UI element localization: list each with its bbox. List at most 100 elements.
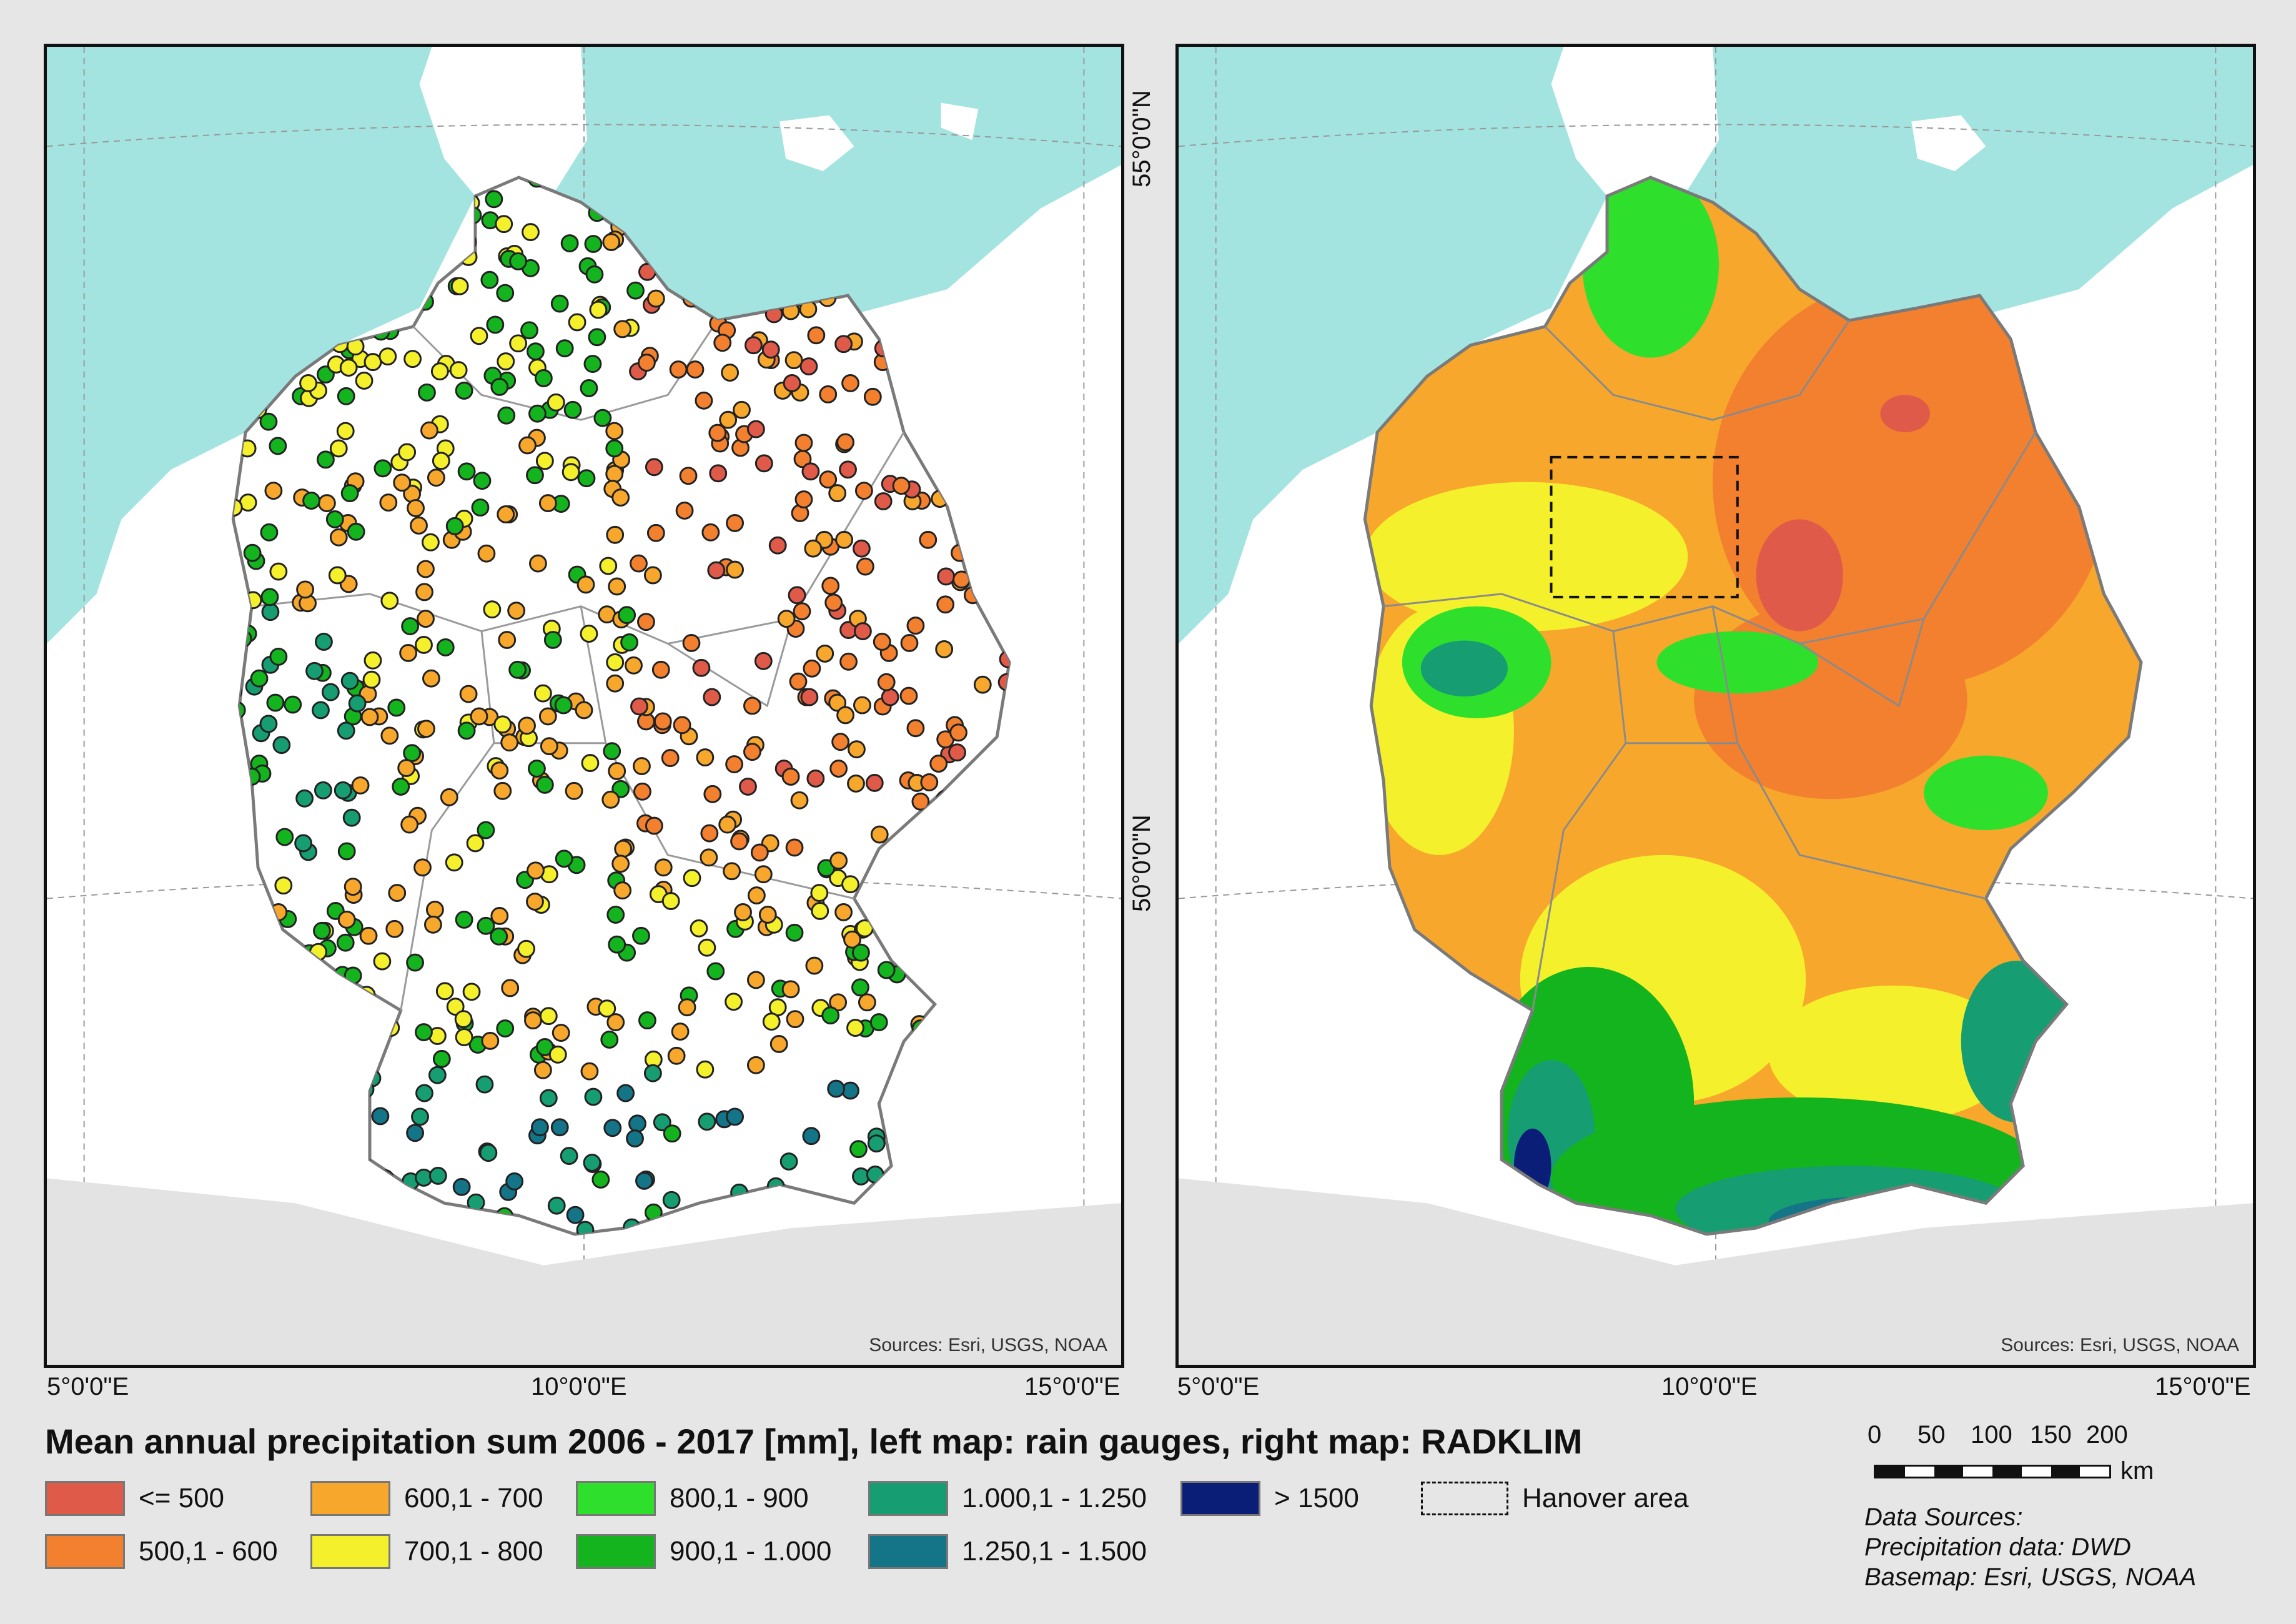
rain-gauge-point [380,726,399,745]
rain-gauge-point [495,215,513,234]
rain-gauge-point [568,313,586,332]
rain-gauge-point [577,469,596,488]
rain-gauge-point [432,1049,451,1068]
rain-gauge-point [457,721,476,740]
lon-label-5e-right: 5°0'0"E [1177,1373,1260,1400]
rain-gauge-point [605,439,624,458]
rain-gauge-point [477,821,495,839]
rain-gauge-point [643,1064,662,1082]
rain-gauge-point [646,523,665,542]
legend-swatch [1180,1481,1260,1516]
rain-gauge-point [423,915,442,934]
rain-gauge-point [805,956,824,975]
rain-gauge-point [856,557,874,576]
rain-gauge-point [321,683,340,701]
rain-gauge-point [781,768,800,786]
rain-gauge-point [563,400,582,419]
rain-gauge-point [500,733,519,752]
rain-gauge-point [661,749,680,768]
rain-gauge-point [606,1013,625,1032]
rain-gauge-point [679,467,698,485]
rain-gauge-point [645,458,663,477]
rain-gauge-point [754,651,773,670]
rain-gauge-point [462,983,481,1001]
rain-gauge-point [554,696,573,715]
rain-gauge-point [726,560,745,579]
rain-gauge-point [539,1089,558,1107]
rain-gauge-point [847,774,865,793]
rain-gauge-point [836,706,854,725]
legend-title: Mean annual precipitation sum 2006 - 201… [45,1422,1583,1461]
rain-gauge-point [643,566,662,585]
rain-gauge-point [696,1060,715,1079]
rain-gauge-point [948,743,966,762]
rain-gauge-point [403,350,422,369]
rain-gauge-point [538,494,557,512]
rain-gauge-point [340,671,359,690]
rain-gauge-point [682,634,701,652]
rain-gauge-point [899,686,918,705]
legend-label: 800,1 - 900 [670,1483,809,1513]
rain-gauge-point [430,362,449,380]
rain-gauge-point [790,791,809,810]
rain-gauge-point [829,851,848,870]
rain-gauge-point [853,622,872,640]
rain-gauge-point [743,743,761,761]
rain-gauge-point [526,893,544,911]
legend-swatch [45,1534,125,1569]
rain-gauge-map: Sources: Esri, USGS, NOAA [44,44,1124,1368]
legend-label: 600,1 - 700 [404,1483,543,1513]
rain-gauge-point [445,517,464,535]
rain-gauge-point [788,586,806,605]
rain-gauge-point [393,473,412,492]
rain-gauge-point [626,281,645,300]
map-source-credit: Sources: Esri, USGS, NOAA [2001,1335,2239,1355]
rain-gauge-point [490,377,509,396]
rain-gauge-point [445,853,463,872]
rain-gauge-point [603,1119,622,1137]
rain-gauge-point [936,595,955,614]
rain-gauge-point [906,719,925,738]
rain-gauge-map-canvas [47,47,1121,1365]
rain-gauge-point [422,669,440,688]
rain-gauge-point [344,878,362,896]
rain-gauge-point [407,499,425,517]
rain-gauge-point [730,832,748,851]
rain-gauge-point [415,1084,433,1102]
germany-outline [1363,176,2143,1236]
scale-bar-graphic [1874,1465,2111,1478]
rain-gauge-point [718,815,737,834]
rain-gauge-point [801,462,820,481]
rain-gauge-point [505,1172,524,1191]
rain-gauge-point [865,773,884,792]
rain-gauge-point [432,452,450,470]
rain-gauge-point [477,916,495,935]
rain-gauge-point [858,993,876,1012]
rain-gauge-point [415,1023,433,1041]
rain-gauge-point [555,339,574,358]
rain-gauge-point [707,561,726,580]
rain-gauge-point [793,450,812,468]
rain-gauge-point [703,785,722,803]
rain-gauge-point [509,334,528,353]
legend-label: 1.250,1 - 1.500 [962,1536,1147,1567]
rain-gauge-point [496,284,515,302]
rain-gauge-point [450,277,469,295]
rain-gauge-point [580,379,598,397]
rain-gauge-point [637,613,655,631]
rain-gauge-point [392,777,410,796]
rain-gauge-point [734,903,752,921]
rain-gauge-point [777,610,796,628]
rain-gauge-point [473,472,492,490]
rain-gauge-point [843,930,861,949]
rain-gauge-point [348,694,367,713]
lon-label-15e: 15°0'0"E [1024,1373,1121,1400]
rain-gauge-point [314,781,332,800]
rain-gauge-point [608,577,626,596]
island [941,102,979,141]
rain-gauge-point [316,450,335,469]
rain-gauge-point [841,875,859,894]
rain-gauge-point [606,674,625,693]
rain-gauge-point [355,372,374,390]
rain-gauge-point [686,360,705,379]
